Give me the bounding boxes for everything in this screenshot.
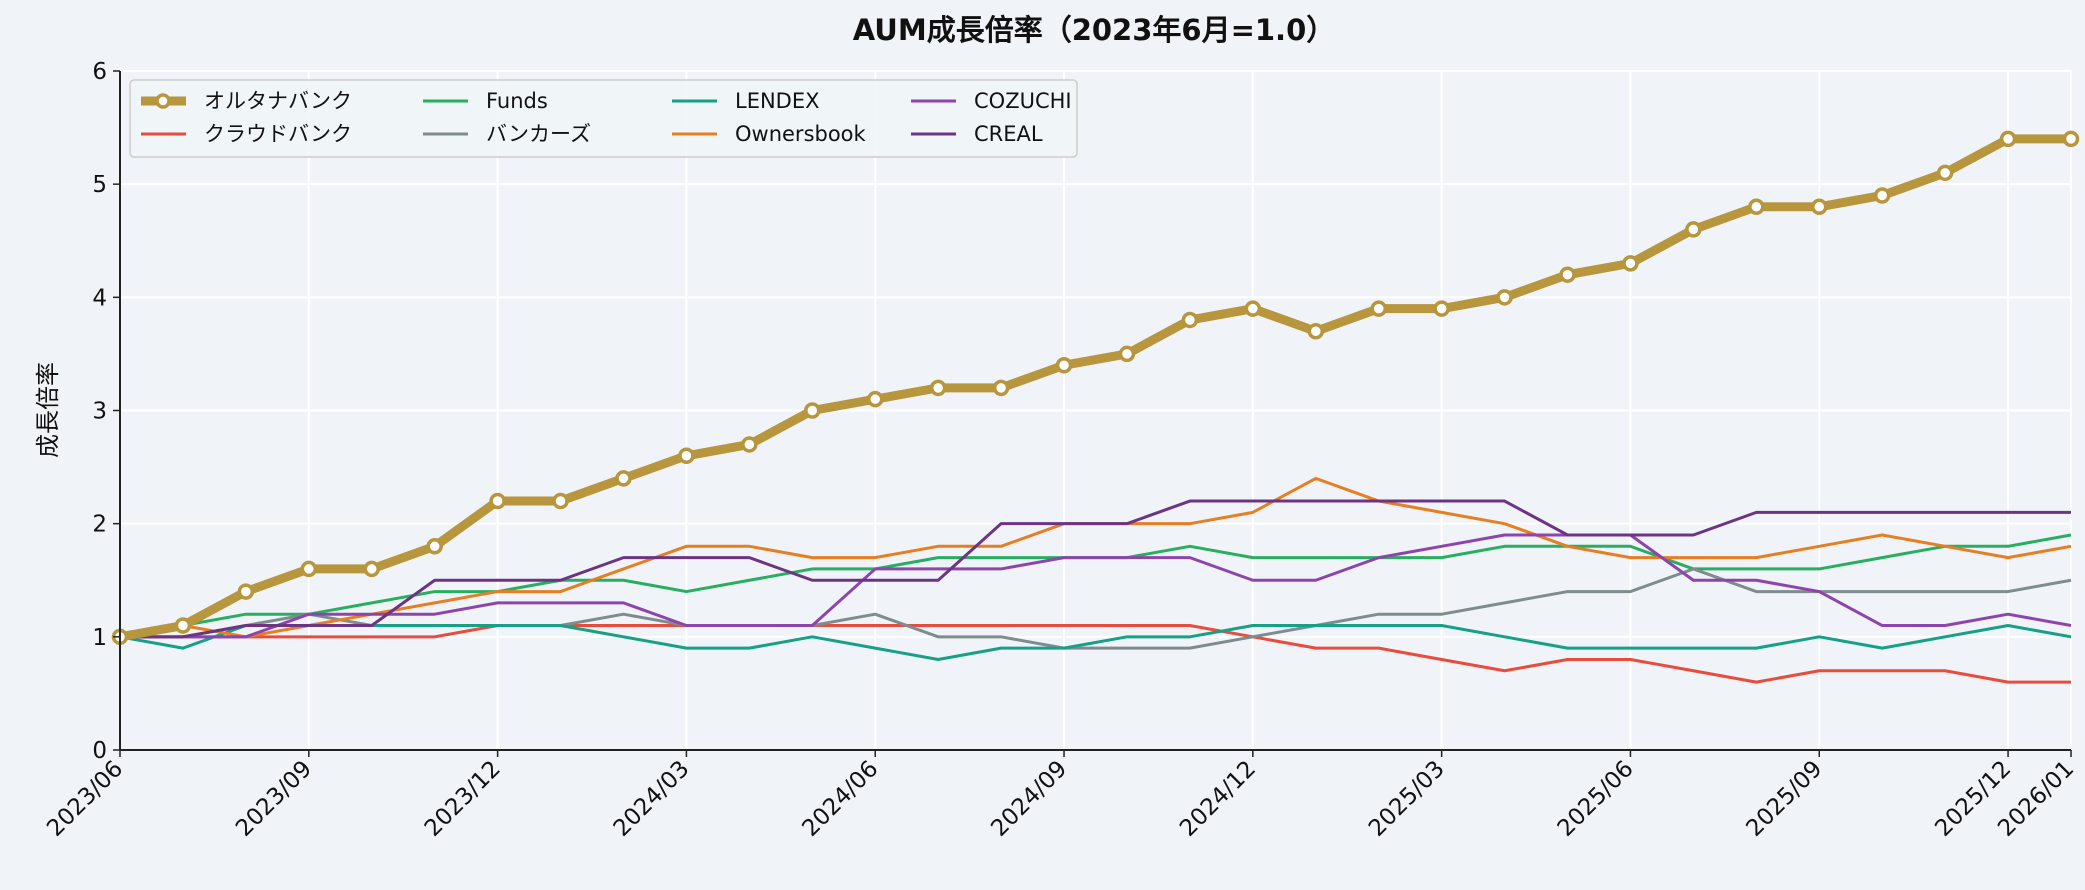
data-point bbox=[174, 617, 192, 634]
data-point bbox=[1936, 164, 1954, 182]
data-point bbox=[237, 583, 255, 600]
series-0 bbox=[111, 130, 2080, 646]
data-point bbox=[804, 402, 821, 419]
legend-label: クラウドバンク bbox=[204, 122, 352, 146]
data-point bbox=[1433, 300, 1450, 317]
data-point bbox=[678, 447, 695, 465]
series-7 bbox=[120, 499, 2071, 639]
legend-label: オルタナバンク bbox=[204, 89, 352, 113]
data-point bbox=[1118, 345, 1136, 363]
legend-label: COZUCHI bbox=[974, 89, 1072, 113]
data-point bbox=[1999, 130, 2017, 148]
data-point bbox=[1748, 198, 1765, 216]
legend-box bbox=[129, 79, 1078, 158]
data-point bbox=[2062, 130, 2080, 148]
y-axis-label: 成長倍率 bbox=[34, 362, 62, 458]
legend-item: Funds bbox=[423, 89, 548, 113]
legend-marker bbox=[155, 93, 171, 109]
data-point bbox=[1055, 356, 1073, 374]
data-point bbox=[1873, 187, 1891, 204]
data-point bbox=[1244, 300, 1262, 317]
legend-label: LENDEX bbox=[735, 89, 820, 113]
y-tick-label: 6 bbox=[92, 59, 107, 85]
series-line bbox=[120, 533, 2072, 639]
y-tick-label: 1 bbox=[92, 625, 107, 651]
data-point bbox=[1811, 198, 1828, 216]
data-point bbox=[741, 436, 758, 453]
y-tick-label: 2 bbox=[92, 512, 107, 538]
legend-label: Ownersbook bbox=[735, 122, 867, 146]
legend-item: バンカーズ bbox=[423, 122, 591, 146]
data-point bbox=[300, 560, 318, 578]
data-point bbox=[866, 390, 884, 408]
chart-title: AUM成長倍率（2023年6月=1.0） bbox=[853, 13, 1336, 47]
data-point bbox=[1559, 266, 1576, 283]
y-tick-label: 5 bbox=[92, 172, 107, 198]
series-line bbox=[119, 134, 2071, 642]
series-6 bbox=[120, 533, 2072, 639]
legend-item: オルタナバンク bbox=[141, 89, 352, 113]
legend-item: Ownersbook bbox=[672, 122, 867, 146]
series-4 bbox=[119, 624, 2072, 661]
data-point bbox=[363, 560, 380, 578]
data-point bbox=[1181, 311, 1199, 329]
data-point bbox=[1685, 221, 1702, 238]
data-point bbox=[1496, 289, 1513, 306]
data-point bbox=[615, 470, 632, 487]
data-point bbox=[1307, 323, 1325, 340]
legend-item: LENDEX bbox=[672, 89, 820, 113]
legend-label: Funds bbox=[486, 89, 548, 113]
series-line bbox=[120, 499, 2071, 639]
data-point bbox=[552, 492, 569, 510]
y-tick-label: 0 bbox=[92, 738, 107, 764]
data-point bbox=[929, 379, 947, 397]
y-tick-label: 3 bbox=[92, 399, 107, 425]
series-line bbox=[120, 624, 2071, 684]
y-tick-label: 4 bbox=[92, 285, 107, 311]
series-layer bbox=[111, 130, 2080, 684]
data-point bbox=[1622, 255, 1639, 272]
legend-item: COZUCHI bbox=[911, 89, 1072, 113]
data-point bbox=[1370, 300, 1387, 317]
legend-label: CREAL bbox=[974, 122, 1043, 146]
data-point bbox=[426, 538, 443, 555]
data-point bbox=[992, 379, 1010, 397]
legend-label: バンカーズ bbox=[486, 122, 591, 146]
legend-item: クラウドバンク bbox=[141, 122, 352, 146]
series-1 bbox=[120, 624, 2071, 684]
legend-item: CREAL bbox=[911, 122, 1043, 146]
series-line bbox=[119, 624, 2072, 661]
data-point bbox=[489, 492, 506, 510]
